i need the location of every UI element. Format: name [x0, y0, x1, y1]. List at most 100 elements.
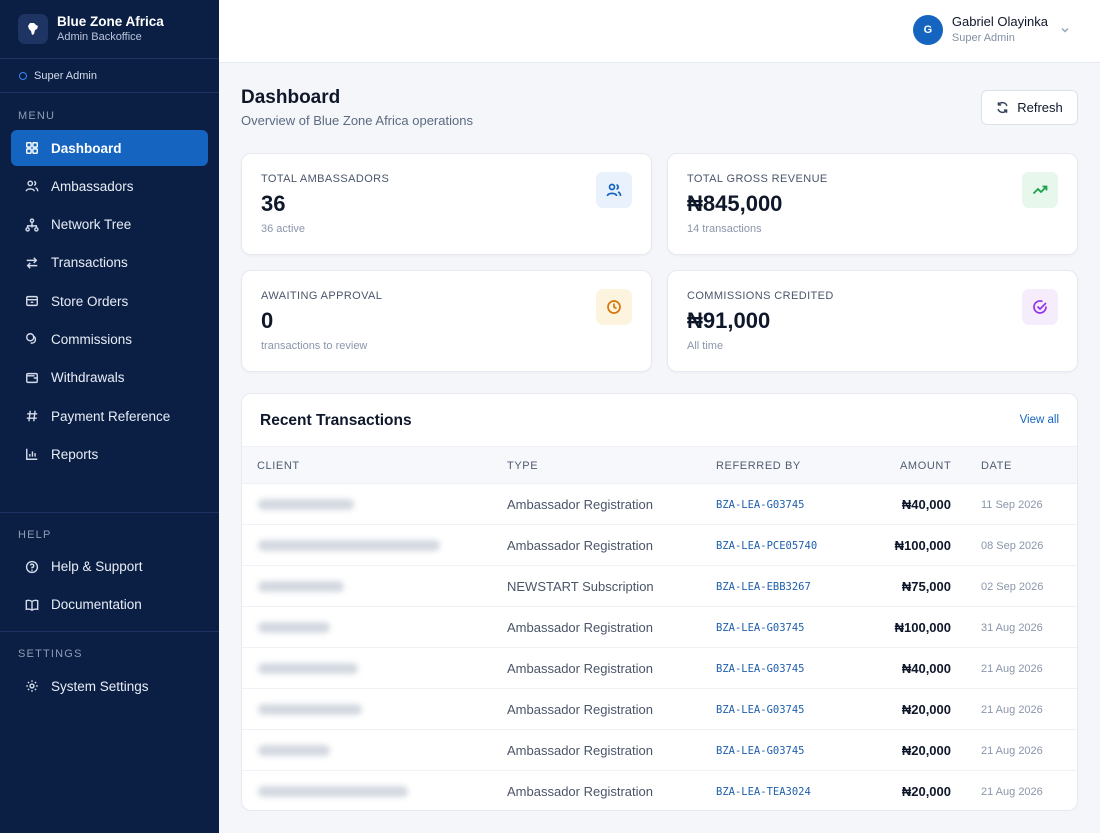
- stat-value: 36: [261, 191, 286, 216]
- type-cell: Ambassador Registration: [507, 497, 653, 512]
- column-header-referred-by[interactable]: REFERRED BY: [716, 460, 801, 472]
- referral-code[interactable]: BZA-LEA-G03745: [716, 621, 805, 634]
- type-cell: Ambassador Registration: [507, 620, 653, 635]
- sidebar-item-help-support[interactable]: Help & Support: [11, 549, 208, 585]
- sidebar-item-dashboard[interactable]: Dashboard: [11, 130, 208, 166]
- view-all-link[interactable]: View all: [1019, 414, 1059, 426]
- client-name-redacted: [258, 540, 440, 551]
- sidebar-item-payment-reference[interactable]: Payment Reference: [11, 398, 208, 434]
- sidebar-item-documentation[interactable]: Documentation: [11, 587, 208, 623]
- settings-section-label: SETTINGS: [18, 648, 83, 661]
- box-icon: [25, 294, 39, 308]
- role-badge-label: Super Admin: [34, 69, 97, 82]
- divider: [0, 631, 219, 633]
- sidebar-item-withdrawals[interactable]: Withdrawals: [11, 360, 208, 396]
- client-name-redacted: [258, 745, 330, 756]
- client-cell: [258, 607, 488, 648]
- sidebar-item-reports[interactable]: Reports: [11, 436, 208, 472]
- sidebar-item-label: Documentation: [51, 597, 142, 613]
- sidebar-item-store-orders[interactable]: Store Orders: [11, 283, 208, 319]
- stat-card-awaiting-approval: AWAITING APPROVAL 0 transactions to review: [241, 270, 652, 372]
- stat-label: TOTAL AMBASSADORS: [261, 173, 390, 185]
- referral-code[interactable]: BZA-LEA-TEA3024: [716, 785, 811, 798]
- sidebar-item-label: Payment Reference: [51, 408, 171, 424]
- date-cell: 21 Aug 2026: [981, 785, 1043, 798]
- amount-cell: ₦100,000: [894, 538, 951, 553]
- settings-nav: System Settings: [0, 668, 219, 704]
- amount-cell: ₦20,000: [901, 743, 951, 758]
- type-cell: Ambassador Registration: [507, 743, 653, 758]
- client-name-redacted: [258, 704, 362, 715]
- referral-code[interactable]: BZA-LEA-G03745: [716, 498, 805, 511]
- stat-value: ₦91,000: [687, 308, 771, 333]
- recent-transactions-title: Recent Transactions: [260, 412, 412, 429]
- column-header-client[interactable]: CLIENT: [257, 460, 300, 472]
- sidebar-item-network-tree[interactable]: Network Tree: [11, 207, 208, 243]
- amount-cell: ₦20,000: [901, 784, 951, 799]
- brand[interactable]: Blue Zone Africa Admin Backoffice: [0, 0, 219, 59]
- table-row[interactable]: Ambassador Registration BZA-LEA-G03745 ₦20…: [242, 730, 1077, 771]
- date-cell: 31 Aug 2026: [981, 621, 1043, 634]
- shield-icon: [19, 71, 27, 80]
- client-name-redacted: [258, 786, 408, 797]
- column-header-type[interactable]: TYPE: [507, 460, 539, 472]
- amount-cell: ₦40,000: [901, 661, 951, 676]
- referral-code[interactable]: BZA-LEA-G03745: [716, 703, 805, 716]
- coins-icon: [25, 332, 39, 346]
- stat-subtext: All time: [687, 340, 724, 352]
- column-header-date[interactable]: DATE: [981, 460, 1012, 472]
- table-row[interactable]: NEWSTART Subscription BZA-LEA-EBB3267 ₦75,…: [242, 566, 1077, 607]
- refresh-button[interactable]: Refresh: [981, 90, 1078, 125]
- stat-label: AWAITING APPROVAL: [261, 290, 383, 302]
- table-row[interactable]: Ambassador Registration BZA-LEA-G03745 ₦20…: [242, 689, 1077, 730]
- client-name-redacted: [258, 499, 354, 510]
- page-subtitle: Overview of Blue Zone Africa operations: [241, 113, 473, 128]
- user-name: Gabriel Olayinka: [951, 14, 1048, 29]
- referral-code[interactable]: BZA-LEA-G03745: [716, 744, 805, 757]
- table-row[interactable]: Ambassador Registration BZA-LEA-G03745 ₦10…: [242, 607, 1077, 648]
- date-cell: 08 Sep 2026: [981, 539, 1044, 552]
- table-header: CLIENT TYPE REFERRED BY AMOUNT DATE: [242, 446, 1077, 484]
- grid-icon: [25, 141, 39, 155]
- role-badge: Super Admin: [0, 59, 219, 93]
- divider: [0, 511, 219, 513]
- type-cell: NEWSTART Subscription: [507, 579, 654, 594]
- sidebar-item-commissions[interactable]: Commissions: [11, 321, 208, 357]
- sidebar-item-ambassadors[interactable]: Ambassadors: [11, 168, 208, 204]
- sidebar-item-label: Network Tree: [51, 217, 132, 233]
- date-cell: 21 Aug 2026: [981, 744, 1043, 757]
- user-menu[interactable]: G Gabriel Olayinka Super Admin: [912, 14, 1070, 46]
- book-icon: [25, 598, 39, 612]
- referral-code[interactable]: BZA-LEA-G03745: [716, 662, 805, 675]
- clock-icon: [596, 289, 632, 325]
- users-icon: [596, 172, 632, 208]
- table-row[interactable]: Ambassador Registration BZA-LEA-PCE05740 ₦…: [242, 525, 1077, 566]
- stat-value: 0: [261, 308, 274, 333]
- table-row[interactable]: Ambassador Registration BZA-LEA-G03745 ₦40…: [242, 484, 1077, 525]
- table-row[interactable]: Ambassador Registration BZA-LEA-G03745 ₦40…: [242, 648, 1077, 689]
- type-cell: Ambassador Registration: [507, 661, 653, 676]
- avatar: G: [912, 15, 943, 45]
- stat-card-total-ambassadors: TOTAL AMBASSADORS 36 36 active: [241, 153, 652, 255]
- help-nav: Help & Support Documentation: [0, 549, 219, 623]
- referral-code[interactable]: BZA-LEA-EBB3267: [716, 580, 811, 593]
- referral-code[interactable]: BZA-LEA-PCE05740: [716, 539, 818, 552]
- date-cell: 02 Sep 2026: [981, 580, 1044, 593]
- recent-transactions-panel: Recent Transactions View all CLIENT TYPE…: [241, 393, 1078, 811]
- client-cell: [258, 566, 488, 607]
- sidebar-item-label: Dashboard: [51, 140, 122, 156]
- table-row[interactable]: Ambassador Registration BZA-LEA-TEA3024 ₦2…: [242, 771, 1077, 810]
- sidebar-item-label: System Settings: [51, 678, 149, 694]
- client-cell: [258, 648, 488, 689]
- column-header-amount[interactable]: AMOUNT: [900, 460, 952, 472]
- sidebar-item-transactions[interactable]: Transactions: [11, 245, 208, 281]
- sidebar-item-label: Reports: [51, 446, 99, 462]
- amount-cell: ₦40,000: [901, 497, 951, 512]
- stat-value: ₦845,000: [687, 191, 783, 216]
- wallet-icon: [25, 371, 39, 385]
- sidebar-item-system-settings[interactable]: System Settings: [11, 668, 208, 704]
- refresh-label: Refresh: [1017, 100, 1063, 115]
- africa-logo-icon: [18, 14, 48, 44]
- stat-label: COMMISSIONS CREDITED: [687, 290, 834, 302]
- client-cell: [258, 730, 488, 771]
